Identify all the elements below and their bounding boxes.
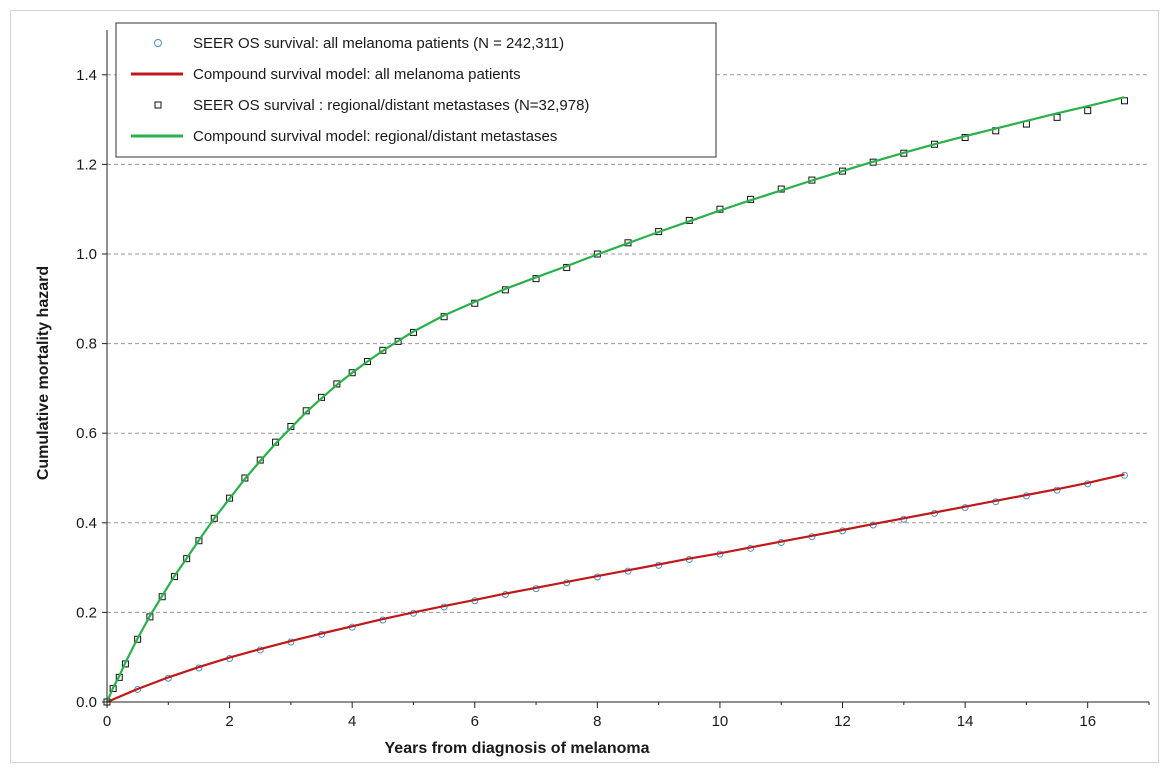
chart-svg: 0.0 0.2 0.4 0.6 0.8 1.0 1.2 1.4 0 2 4 6 8 10 12 14 16 Ye… [35, 22, 1150, 757]
legend-label: SEER OS survival: all melanoma patients … [193, 35, 564, 52]
x-tick-label: 0 [103, 713, 111, 730]
x-tick-label: 16 [1079, 713, 1096, 730]
legend-label: Compound survival model: regional/distan… [193, 128, 557, 145]
legend-label: SEER OS survival : regional/distant meta… [193, 97, 589, 114]
y-tick-label: 0.8 [76, 336, 97, 353]
x-tick-label: 6 [471, 713, 479, 730]
y-tick-label: 0.4 [76, 515, 97, 532]
axes: 0.0 0.2 0.4 0.6 0.8 1.0 1.2 1.4 0 2 4 6 8 10 12 14 16 [76, 30, 1150, 730]
series-0-markers [103, 471, 1128, 706]
legend-item: SEER OS survival : regional/distant meta… [154, 97, 589, 114]
x-axis-title: Years from diagnosis of melanoma [385, 740, 650, 757]
y-tick-label: 1.2 [76, 156, 97, 173]
legend-item: Compound survival model: regional/distan… [131, 128, 557, 145]
series-2-markers [103, 97, 1128, 706]
square-marker [1053, 113, 1061, 121]
y-axis-title: Cumulative mortality hazard [35, 266, 52, 480]
series-1-line [106, 473, 1125, 704]
legend: SEER OS survival: all melanoma patients … [115, 22, 717, 158]
legend-square-marker [154, 101, 162, 109]
x-tick-label: 2 [225, 713, 233, 730]
y-tick-label: 1.4 [76, 67, 97, 84]
legend-item: Compound survival model: all melanoma pa… [131, 66, 521, 83]
y-tick-label: 0.0 [76, 694, 97, 711]
square-marker [1084, 107, 1092, 115]
y-tick-label: 1.0 [76, 246, 97, 263]
legend-circle-marker [154, 39, 162, 47]
y-tick-label: 0.2 [76, 604, 97, 621]
chart-frame: 0.0 0.2 0.4 0.6 0.8 1.0 1.2 1.4 0 2 4 6 8 10 12 14 16 Ye… [10, 10, 1159, 763]
y-tick-label: 0.6 [76, 425, 97, 442]
legend-label: Compound survival model: all melanoma pa… [193, 66, 521, 83]
legend-box [115, 22, 717, 158]
series-3-line [105, 96, 1125, 703]
x-tick-label: 12 [834, 713, 851, 730]
x-tick-label: 10 [712, 713, 729, 730]
legend-item: SEER OS survival: all melanoma patients … [154, 35, 564, 52]
x-tick-label: 14 [957, 713, 974, 730]
x-tick-label: 4 [348, 713, 356, 730]
x-tick-label: 8 [593, 713, 601, 730]
plot-series [103, 96, 1128, 706]
